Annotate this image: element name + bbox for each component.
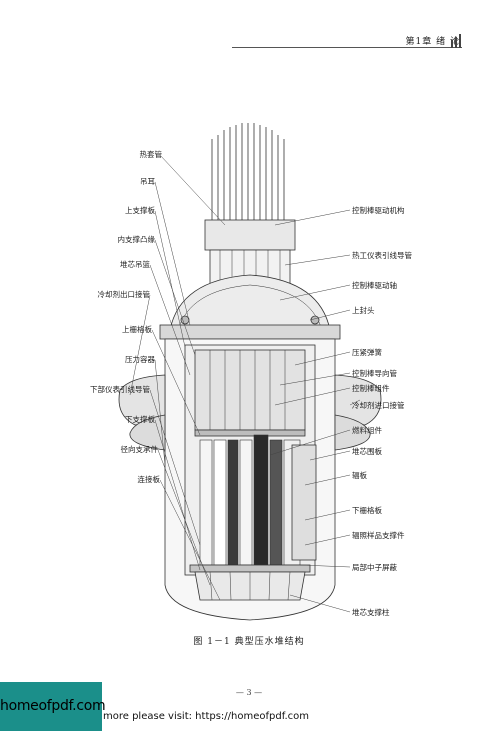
label-crdm: 控制棒驱动机构 bbox=[352, 206, 405, 215]
label-inner-support-flange: 内支撑凸缘 bbox=[117, 235, 156, 244]
label-former-plate: 辐板 bbox=[352, 471, 367, 480]
watermark-logo[interactable]: homeofpdf.com bbox=[0, 682, 106, 731]
label-rod-cluster: 控制棒组件 bbox=[352, 384, 390, 393]
label-rod-guide-tube: 控制棒导向管 bbox=[352, 369, 397, 378]
label-specimen-holder: 辐照样品支撑件 bbox=[352, 531, 405, 540]
reactor-illustration bbox=[118, 123, 382, 621]
label-core-barrel: 堆芯吊篮 bbox=[120, 260, 150, 269]
label-lower-support-plate: 下支撑板 bbox=[125, 415, 155, 424]
label-lifting-lug: 吊耳 bbox=[140, 177, 155, 186]
label-pressure-vessel: 压力容器 bbox=[125, 355, 155, 364]
label-upper-head: 上封头 bbox=[352, 306, 375, 315]
label-fuel-assembly: 燃料组件 bbox=[352, 426, 382, 435]
running-header: 第1章 绪 论 bbox=[405, 37, 460, 47]
label-core-support-column: 堆芯支撑柱 bbox=[352, 608, 390, 617]
label-core-baffle: 堆芯围板 bbox=[352, 447, 382, 456]
page-number: — 3 — bbox=[235, 688, 263, 697]
label-lower-instrument-guide: 下部仪表引线导管 bbox=[90, 385, 150, 394]
label-radial-support: 径向支承件 bbox=[120, 445, 159, 454]
label-coolant-outlet-nozzle: 冷却剂出口接管 bbox=[97, 290, 151, 299]
header-bars bbox=[451, 34, 463, 48]
label-coolant-inlet-nozzle: 冷却剂进口接管 bbox=[352, 401, 405, 410]
label-hot-sleeve: 热套管 bbox=[139, 150, 163, 159]
label-upper-core-plate: 上栅格板 bbox=[122, 325, 152, 334]
reactor-figure: 热套管 吊耳 上支撑板 内支撑凸缘 堆芯吊篮 冷却剂出口接管 上栅格板 压力容器… bbox=[60, 115, 440, 625]
label-neutron-shield: 局部中子屏蔽 bbox=[352, 563, 397, 572]
watermark-link[interactable]: more please visit: https://homeofpdf.com bbox=[103, 711, 310, 722]
figure-caption: 图 1－1 典型压水堆结构 bbox=[193, 637, 305, 647]
header-rule bbox=[232, 47, 462, 48]
label-connecting-plate: 连接板 bbox=[137, 475, 161, 484]
label-holddown-spring: 压紧弹簧 bbox=[352, 348, 382, 357]
label-drive-shaft: 控制棒驱动轴 bbox=[352, 281, 397, 290]
label-lower-core-plate: 下栅格板 bbox=[352, 506, 382, 515]
control-rod-drive-rods bbox=[211, 123, 285, 225]
label-upper-support-plate: 上支撑板 bbox=[125, 206, 155, 215]
label-thermal-instrument-guide: 热工仪表引线导管 bbox=[352, 251, 412, 260]
